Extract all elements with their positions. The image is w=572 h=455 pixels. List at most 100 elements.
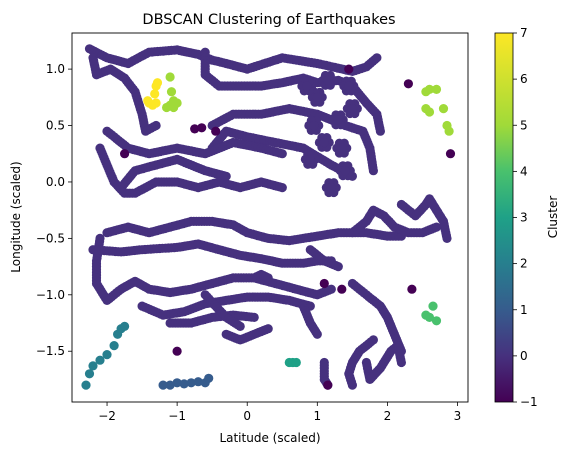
cluster-0-point: [340, 166, 350, 176]
cluster-0-point: [326, 284, 336, 294]
cluster-5-point: [172, 98, 182, 108]
cluster-0-point: [347, 380, 357, 390]
cluster-1-point: [165, 380, 175, 390]
cluster-0-point: [368, 166, 378, 176]
cluster-noise1-point: [197, 123, 207, 133]
cluster-5-point: [166, 87, 177, 97]
cluster-5-point: [424, 107, 435, 117]
cluster-6-point: [152, 78, 163, 88]
cluster-0-point: [263, 324, 273, 334]
y-tick-label: −0.5: [36, 231, 65, 245]
cluster-0-point: [277, 183, 287, 193]
cluster-6-point: [151, 98, 161, 108]
cluster-5-point: [431, 84, 442, 94]
cluster-0-point: [302, 81, 312, 91]
y-tick-label: 1.0: [46, 62, 65, 76]
cluster-1-point: [186, 378, 196, 388]
cluster-5-point: [438, 104, 449, 114]
cluster-noise1-point: [120, 149, 130, 159]
cluster-0-point: [372, 53, 382, 63]
cluster-noise1-point: [190, 124, 200, 134]
data-points: [81, 44, 456, 390]
cluster-noise1-point: [319, 278, 329, 289]
cluster-1-point: [204, 373, 214, 383]
cluster-0-point: [305, 154, 315, 164]
cluster-0-point: [277, 149, 287, 159]
cluster-2-point: [109, 341, 119, 351]
cluster-2-point: [120, 321, 130, 331]
cluster-0-point: [309, 120, 319, 131]
x-tick-label: 0: [243, 409, 251, 423]
cluster-2-point: [95, 355, 105, 365]
cluster-0-point: [333, 262, 343, 272]
colorbar: [494, 32, 514, 403]
x-axis-title: Latitude (scaled): [219, 431, 320, 445]
cluster-5-point: [162, 102, 172, 113]
colorbar-tick-label: −1: [520, 395, 538, 409]
cluster-1-point: [179, 379, 189, 389]
cluster-0-point: [333, 115, 343, 125]
chart-title: DBSCAN Clustering of Earthquakes: [142, 12, 395, 28]
x-tick-label: −2: [98, 409, 116, 423]
colorbar-tick-label: 2: [520, 257, 528, 271]
cluster-0-point: [263, 273, 273, 283]
cluster-1-point: [193, 377, 203, 387]
x-tick-label: 1: [313, 409, 321, 423]
cluster-0-point: [151, 120, 161, 131]
cluster-noise1-point: [323, 380, 333, 390]
cluster-noise1-point: [344, 64, 354, 74]
colorbar-tick-label: 5: [520, 118, 528, 132]
cluster-0-point: [337, 143, 347, 153]
cluster-5-point: [424, 84, 435, 94]
cluster-2-point: [81, 380, 91, 390]
cluster-0-point: [235, 321, 245, 331]
cluster-2-point: [102, 350, 112, 360]
cluster-0-point: [396, 357, 406, 368]
cluster-1-point: [172, 378, 182, 388]
cluster-6-point: [150, 89, 160, 99]
colorbar-tick-label: 6: [520, 72, 528, 86]
x-tick-label: 2: [384, 409, 392, 423]
cluster-5-point: [165, 72, 175, 82]
y-tick-label: −1.0: [36, 288, 65, 302]
cluster-noise1-point: [172, 346, 182, 356]
cluster-1-point: [158, 380, 168, 390]
cluster-6-point: [143, 96, 153, 106]
cluster-noise1-point: [445, 149, 456, 159]
cluster-4-point: [428, 301, 438, 311]
colorbar-tick-label: 4: [520, 164, 528, 178]
x-axis: −2 −1 0 1 2 3: [98, 402, 461, 423]
cluster-3-point: [291, 357, 301, 368]
cluster-0-point: [375, 126, 385, 136]
cluster-0-point: [312, 329, 322, 339]
cluster-noise1-point: [407, 284, 417, 294]
colorbar-axis: −1 0 1 2 3 4 5 6 7: [513, 26, 538, 409]
cluster-0-point: [323, 75, 333, 85]
cluster-noise1-point: [403, 79, 413, 89]
cluster-0-point: [221, 171, 231, 181]
cluster-0-point: [249, 312, 259, 322]
colorbar-tick-label: 1: [520, 303, 528, 317]
y-axis-title: Longitude (scaled): [9, 161, 23, 272]
y-tick-label: 0.5: [46, 119, 65, 133]
colorbar-title: Cluster: [546, 196, 560, 239]
cluster-2-point: [84, 369, 95, 379]
cluster-0-point: [347, 104, 357, 114]
cluster-0-point: [326, 183, 336, 193]
cluster-0-point: [431, 222, 442, 232]
colorbar-tick-label: 0: [520, 349, 528, 363]
cluster-0-point: [312, 92, 322, 102]
cluster-noise1-point: [337, 284, 347, 294]
cluster-4-point: [424, 312, 435, 322]
cluster-5-point: [444, 126, 454, 136]
x-tick-label: −1: [168, 409, 186, 423]
cluster-2-point: [88, 361, 98, 371]
colorbar-tick-label: 3: [520, 211, 528, 225]
cluster-4-point: [431, 316, 442, 326]
y-tick-label: 0.0: [46, 175, 65, 189]
cluster-0-point: [319, 137, 329, 148]
y-tick-label: −1.5: [36, 344, 65, 358]
y-axis: −1.5 −1.0 −0.5 0.0 0.5 1.0: [36, 62, 72, 358]
colorbar-tick-label: 7: [520, 26, 528, 40]
